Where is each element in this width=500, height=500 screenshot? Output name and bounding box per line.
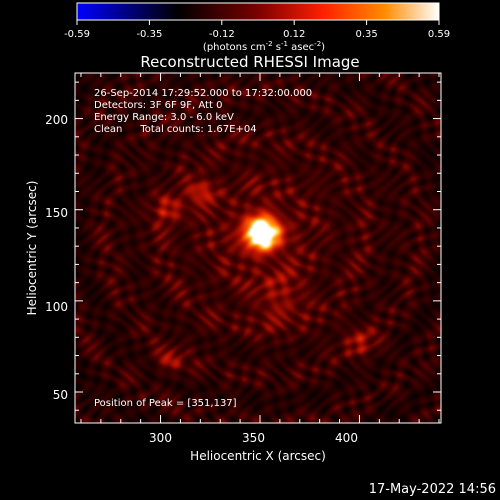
annotation-detectors: Detectors: 3F 6F 9F, Att 0 xyxy=(94,100,223,111)
annotation-energy: Energy Range: 3.0 - 6.0 keV xyxy=(94,112,234,123)
annotation-peak: Position of Peak = [351,137] xyxy=(94,398,237,409)
y-axis-label: Heliocentric Y (arcsec) xyxy=(25,181,39,316)
colorbar-tick-label: -0.35 xyxy=(136,29,162,40)
annotation-block: 26-Sep-2014 17:29:52.000 to 17:32:00.000… xyxy=(94,88,312,136)
annotation-method-line: Clean Total counts: 1.67E+04 xyxy=(94,124,312,136)
annotation-counts: Total counts: 1.67E+04 xyxy=(140,124,257,135)
y-tick-label: 100 xyxy=(45,300,68,314)
colorbar-tick-label: -0.12 xyxy=(209,29,235,40)
y-tick-label: 200 xyxy=(45,113,68,127)
chart-title: Reconstructed RHESSI Image xyxy=(140,53,360,71)
annotation-time: 26-Sep-2014 17:29:52.000 to 17:32:00.000 xyxy=(94,88,313,99)
axis-ticks xyxy=(75,73,441,423)
colorbar-tick-label: 0.35 xyxy=(355,29,377,40)
colorbar-gradient xyxy=(76,2,440,21)
y-tick-label: 150 xyxy=(45,206,68,220)
annotation-method: Clean xyxy=(94,124,123,135)
plot-frame xyxy=(74,72,442,424)
colorbar-tick-label: -0.59 xyxy=(64,29,90,40)
colorbar: -0.59 -0.35 -0.12 0.12 0.35 0.59 (photon… xyxy=(64,2,450,53)
colorbar-ticks xyxy=(76,20,440,25)
x-tick-label: 300 xyxy=(149,431,172,445)
colorbar-unit-label: (photons cm-2 s-1 asec-2) xyxy=(203,40,325,53)
colorbar-tick-label: 0.12 xyxy=(283,29,305,40)
solar-image xyxy=(75,73,441,423)
x-tick-label: 400 xyxy=(335,431,358,445)
footer-timestamp: 17-May-2022 14:56 xyxy=(368,482,496,497)
x-axis-label: Heliocentric X (arcsec) xyxy=(190,449,326,463)
x-tick-label: 350 xyxy=(242,431,265,445)
colorbar-tick-label: 0.59 xyxy=(428,29,450,40)
y-tick-label: 50 xyxy=(53,388,68,402)
